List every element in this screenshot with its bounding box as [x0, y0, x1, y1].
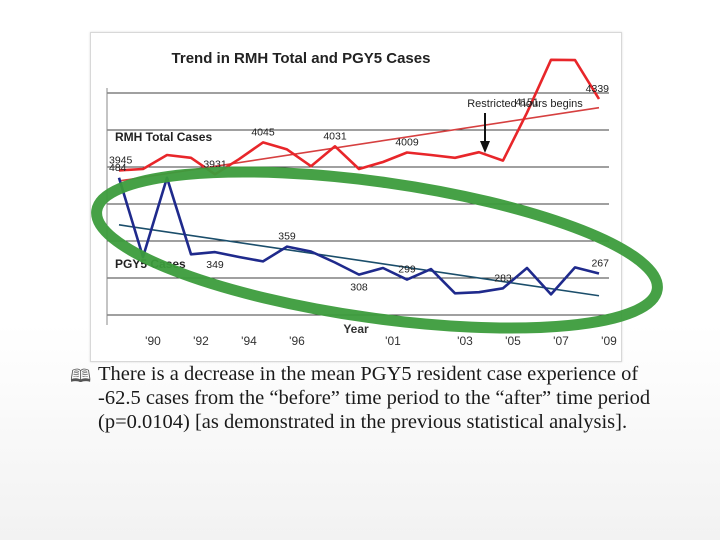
x-axis-label: Year [343, 322, 369, 336]
x-tick-label: '09 [601, 334, 617, 348]
series-name-rmh: RMH Total Cases [115, 130, 212, 144]
x-tick-label: '96 [289, 334, 305, 348]
data-label: 4031 [323, 130, 347, 142]
data-label: 4151 [515, 97, 539, 109]
data-label: 299 [398, 264, 416, 276]
series-name-pgy5: PGY5 Cases [115, 257, 186, 271]
x-tick-label: '01 [385, 334, 401, 348]
data-label: 4009 [395, 136, 419, 148]
annotation-text: Restricted hours begins [467, 98, 583, 110]
series-line-rmh-total [118, 58, 601, 176]
data-label: 4339 [586, 83, 610, 95]
chart-title: Trend in RMH Total and PGY5 Cases [172, 50, 431, 67]
data-label: 267 [591, 258, 609, 270]
trend-chart: Trend in RMH Total and PGY5 Cases 3945 39… [106, 50, 617, 348]
x-tick-label: '90 [145, 334, 161, 348]
x-tick-label: '92 [193, 334, 209, 348]
data-label: 359 [278, 231, 296, 243]
data-label: 349 [206, 259, 224, 271]
x-tick-label: '07 [553, 334, 569, 348]
data-label: 3945 [109, 154, 133, 166]
x-tick-label: '94 [241, 334, 257, 348]
data-label: 283 [494, 272, 512, 284]
bullet-text: There is a decrease in the mean PGY5 res… [98, 363, 651, 433]
chart-panel: Trend in RMH Total and PGY5 Cases 3945 39… [90, 32, 622, 362]
x-tick-label: '05 [505, 334, 521, 348]
data-label: 3931 [203, 158, 227, 170]
data-label: 4045 [251, 126, 275, 138]
data-label: 308 [350, 282, 368, 294]
annotation-arrow-head [480, 141, 490, 153]
x-tick-label: '03 [457, 334, 473, 348]
data-label: 484 [109, 162, 127, 174]
book-icon: 🕮 [70, 366, 92, 387]
